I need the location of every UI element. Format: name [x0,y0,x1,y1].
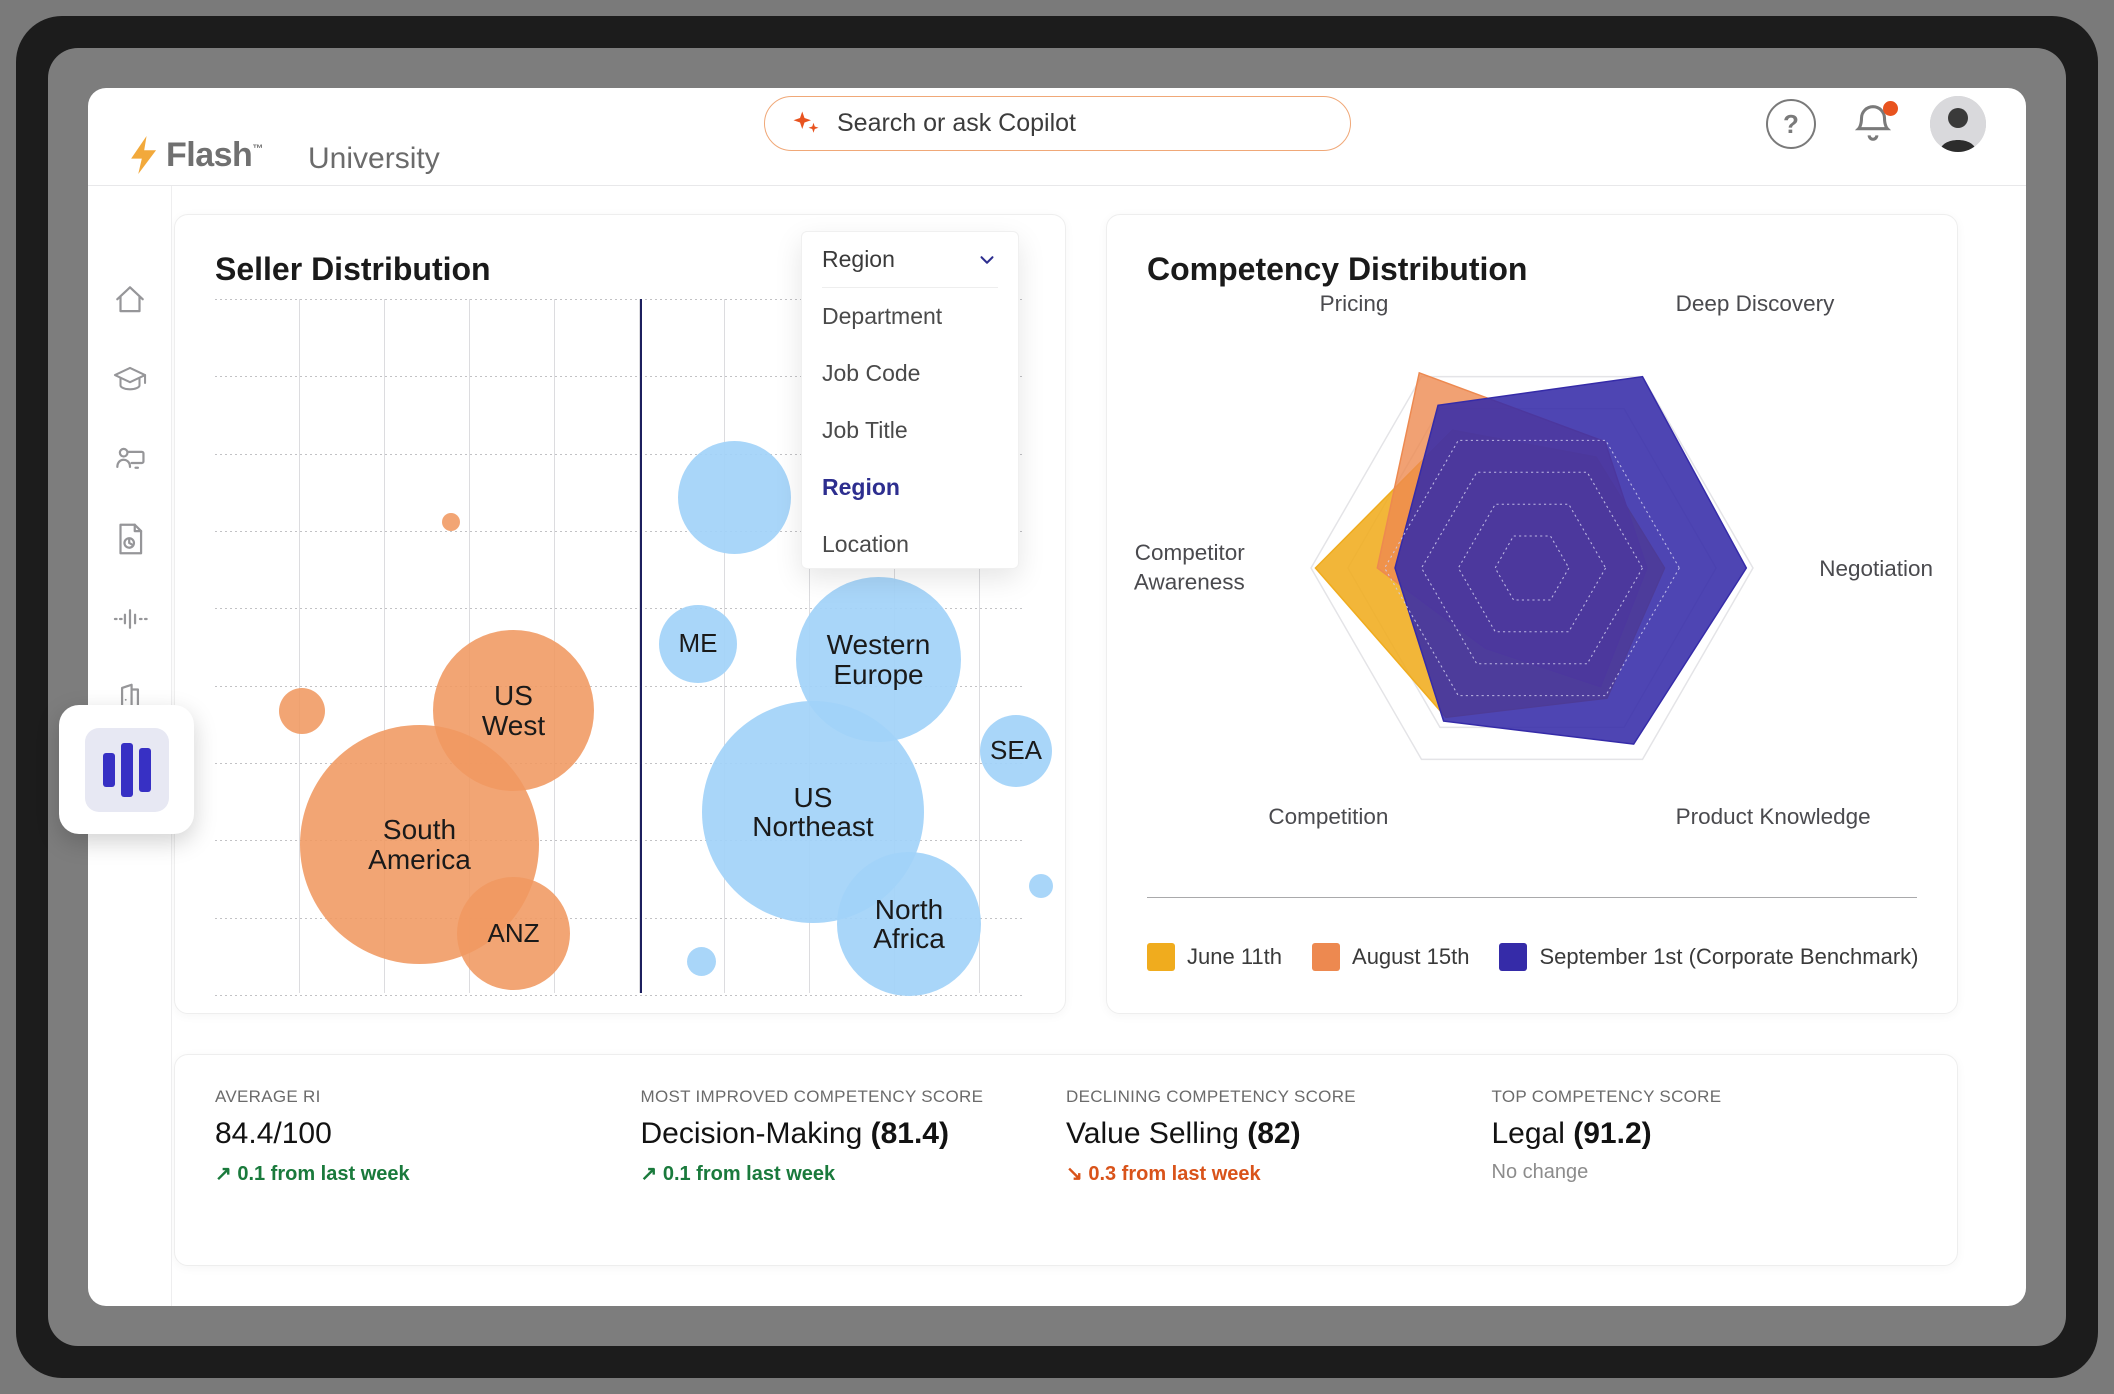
svg-text:Pricing: Pricing [1320,291,1389,316]
svg-text:Awareness: Awareness [1134,570,1245,595]
svg-text:Competitor: Competitor [1135,540,1245,565]
svg-text:Negotiation: Negotiation [1819,556,1933,581]
svg-text:Competition: Competition [1268,804,1388,829]
svg-text:Deep Discovery: Deep Discovery [1676,291,1835,316]
svg-text:Product Knowledge: Product Knowledge [1676,804,1871,829]
